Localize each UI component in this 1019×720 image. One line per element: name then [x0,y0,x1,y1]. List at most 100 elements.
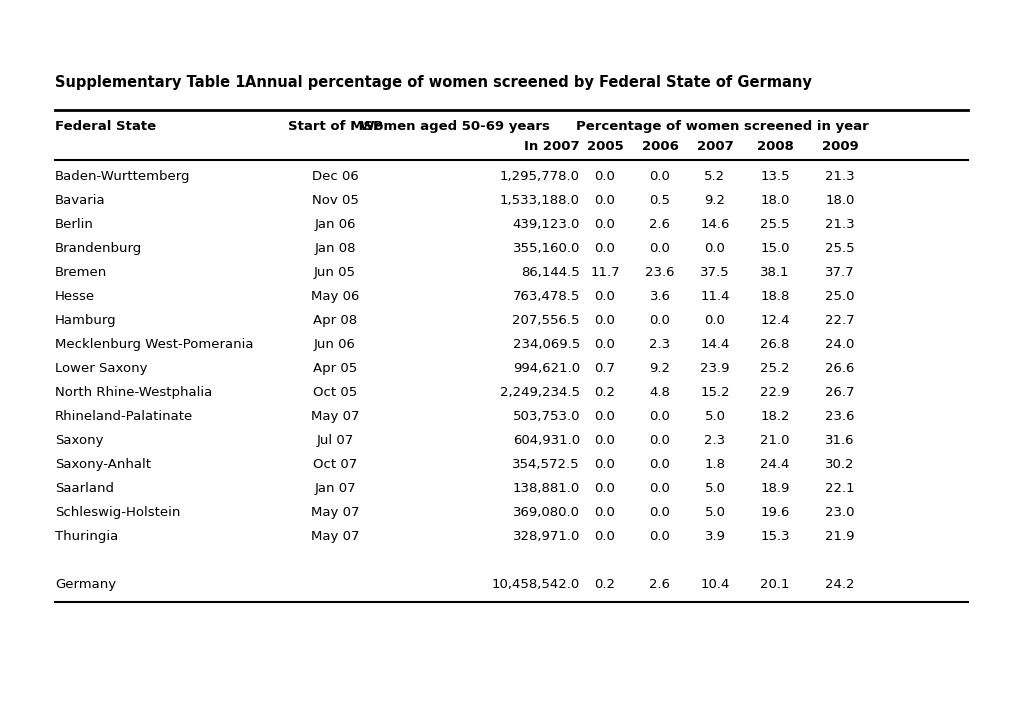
Text: 0.0: 0.0 [649,506,669,519]
Text: 24.4: 24.4 [759,458,789,471]
Text: 1,533,188.0: 1,533,188.0 [499,194,580,207]
Text: 19.6: 19.6 [759,506,789,519]
Text: 37.7: 37.7 [824,266,854,279]
Text: 234,069.5: 234,069.5 [513,338,580,351]
Text: 15.3: 15.3 [759,530,789,543]
Text: 21.3: 21.3 [824,170,854,183]
Text: 37.5: 37.5 [699,266,730,279]
Text: Percentage of women screened in year: Percentage of women screened in year [575,120,867,133]
Text: Jan 08: Jan 08 [314,242,356,255]
Text: In 2007: In 2007 [524,140,580,153]
Text: 0.0: 0.0 [594,506,614,519]
Text: North Rhine-Westphalia: North Rhine-Westphalia [55,386,212,399]
Text: Saarland: Saarland [55,482,114,495]
Text: 0.0: 0.0 [594,434,614,447]
Text: 0.7: 0.7 [594,362,614,375]
Text: 0.0: 0.0 [649,314,669,327]
Text: 0.0: 0.0 [649,434,669,447]
Text: 0.0: 0.0 [594,290,614,303]
Text: 13.5: 13.5 [759,170,789,183]
Text: Saxony-Anhalt: Saxony-Anhalt [55,458,151,471]
Text: 0.0: 0.0 [649,482,669,495]
Text: Women aged 50-69 years: Women aged 50-69 years [360,120,549,133]
Text: Start of MSP: Start of MSP [287,120,382,133]
Text: 5.2: 5.2 [704,170,725,183]
Text: Annual percentage of women screened by Federal State of Germany: Annual percentage of women screened by F… [245,75,811,90]
Text: Baden-Wurttemberg: Baden-Wurttemberg [55,170,191,183]
Text: 2.6: 2.6 [649,218,669,231]
Text: 0.0: 0.0 [649,242,669,255]
Text: Oct 05: Oct 05 [313,386,357,399]
Text: Apr 05: Apr 05 [313,362,357,375]
Text: Thuringia: Thuringia [55,530,118,543]
Text: Nov 05: Nov 05 [311,194,358,207]
Text: 0.0: 0.0 [594,458,614,471]
Text: Brandenburg: Brandenburg [55,242,142,255]
Text: 2,249,234.5: 2,249,234.5 [499,386,580,399]
Text: 18.2: 18.2 [759,410,789,423]
Text: 4.8: 4.8 [649,386,669,399]
Text: Dec 06: Dec 06 [312,170,358,183]
Text: 25.5: 25.5 [759,218,789,231]
Text: 21.9: 21.9 [824,530,854,543]
Text: Saxony: Saxony [55,434,103,447]
Text: 763,478.5: 763,478.5 [513,290,580,303]
Text: 0.2: 0.2 [594,578,614,591]
Text: 22.1: 22.1 [824,482,854,495]
Text: Schleswig-Holstein: Schleswig-Holstein [55,506,180,519]
Text: 503,753.0: 503,753.0 [512,410,580,423]
Text: 21.3: 21.3 [824,218,854,231]
Text: 0.5: 0.5 [649,194,669,207]
Text: 31.6: 31.6 [824,434,854,447]
Text: 23.0: 23.0 [824,506,854,519]
Text: 0.0: 0.0 [594,482,614,495]
Text: 0.0: 0.0 [594,170,614,183]
Text: Jun 05: Jun 05 [314,266,356,279]
Text: May 07: May 07 [311,506,359,519]
Text: 21.0: 21.0 [759,434,789,447]
Text: 138,881.0: 138,881.0 [513,482,580,495]
Text: 14.4: 14.4 [700,338,729,351]
Text: 26.6: 26.6 [824,362,854,375]
Text: Apr 08: Apr 08 [313,314,357,327]
Text: Jul 07: Jul 07 [316,434,354,447]
Text: 0.0: 0.0 [704,314,725,327]
Text: 10.4: 10.4 [700,578,729,591]
Text: 5.0: 5.0 [704,482,725,495]
Text: 2006: 2006 [641,140,678,153]
Text: 0.0: 0.0 [649,530,669,543]
Text: 0.0: 0.0 [649,458,669,471]
Text: 18.0: 18.0 [824,194,854,207]
Text: Jan 06: Jan 06 [314,218,356,231]
Text: 0.0: 0.0 [594,242,614,255]
Text: 0.0: 0.0 [594,194,614,207]
Text: 439,123.0: 439,123.0 [513,218,580,231]
Text: 9.2: 9.2 [704,194,725,207]
Text: 3.9: 3.9 [704,530,725,543]
Text: 9.2: 9.2 [649,362,669,375]
Text: 10,458,542.0: 10,458,542.0 [491,578,580,591]
Text: Germany: Germany [55,578,116,591]
Text: 12.4: 12.4 [759,314,789,327]
Text: 18.0: 18.0 [759,194,789,207]
Text: 86,144.5: 86,144.5 [521,266,580,279]
Text: 1.8: 1.8 [704,458,725,471]
Text: 2.6: 2.6 [649,578,669,591]
Text: 2007: 2007 [696,140,733,153]
Text: 14.6: 14.6 [700,218,729,231]
Text: 0.0: 0.0 [594,338,614,351]
Text: 22.9: 22.9 [759,386,789,399]
Text: Rhineland-Palatinate: Rhineland-Palatinate [55,410,193,423]
Text: 20.1: 20.1 [759,578,789,591]
Text: 23.6: 23.6 [645,266,675,279]
Text: 25.0: 25.0 [824,290,854,303]
Text: 2.3: 2.3 [649,338,669,351]
Text: Federal State: Federal State [55,120,156,133]
Text: 2005: 2005 [586,140,623,153]
Text: 11.4: 11.4 [700,290,729,303]
Text: 26.8: 26.8 [759,338,789,351]
Text: 24.2: 24.2 [824,578,854,591]
Text: 994,621.0: 994,621.0 [513,362,580,375]
Text: Lower Saxony: Lower Saxony [55,362,148,375]
Text: Supplementary Table 1: Supplementary Table 1 [55,75,246,90]
